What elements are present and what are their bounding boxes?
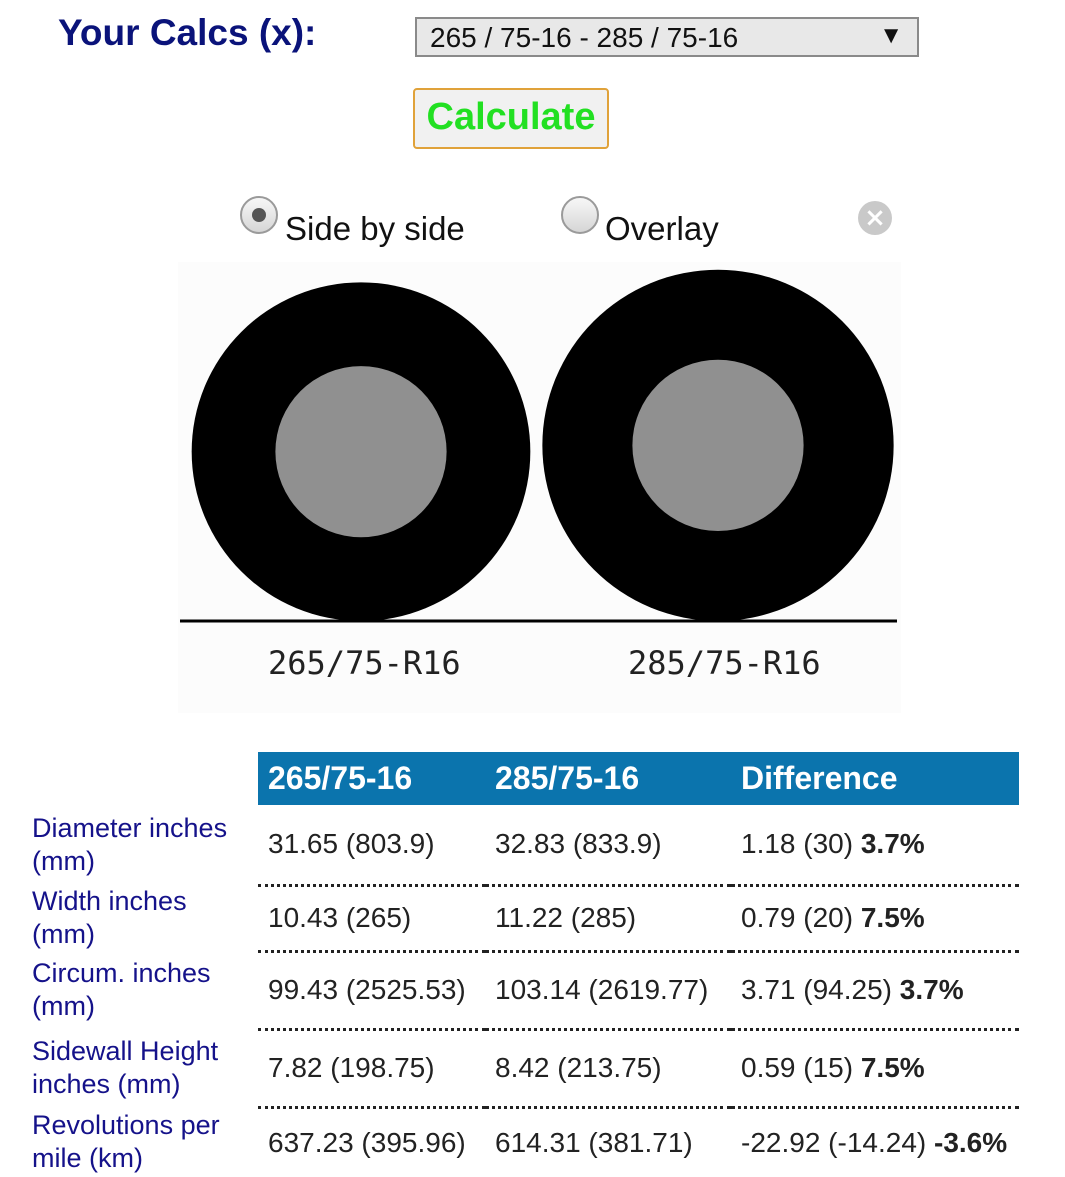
comparison-table: 265/75-16 285/75-16 Difference Diameter … xyxy=(22,752,1019,1177)
header-tire-2: 285/75-16 xyxy=(485,752,731,805)
header-difference: Difference xyxy=(731,752,1019,805)
cell-difference: 0.59 (15) 7.5% xyxy=(731,1029,1019,1109)
tire-2-label: 285/75-R16 xyxy=(628,644,821,682)
difference-percent: 3.7% xyxy=(899,974,964,1005)
table-header-row: 265/75-16 285/75-16 Difference xyxy=(22,752,1019,805)
tire-size-select[interactable]: 265 / 75-16 - 285 / 75-16 ▼ xyxy=(415,17,919,57)
difference-value: 3.71 (94.25) xyxy=(741,974,892,1005)
table-row: Circum. inches (mm) 99.43 (2525.53) 103.… xyxy=(22,951,1019,1031)
side-by-side-radio[interactable] xyxy=(240,196,278,234)
overlay-radio[interactable] xyxy=(561,196,599,234)
cell-tire-2: 103.14 (2619.77) xyxy=(485,951,731,1031)
calculate-button[interactable]: Calculate xyxy=(413,88,609,149)
table-row: Revolutions per mile (km) 637.23 (395.96… xyxy=(22,1107,1019,1177)
cell-difference: 0.79 (20) 7.5% xyxy=(731,885,1019,953)
page-title: Your Calcs (x): xyxy=(58,12,317,53)
difference-percent: 7.5% xyxy=(860,1052,925,1083)
cell-tire-1: 99.43 (2525.53) xyxy=(258,951,485,1031)
cell-tire-2: 614.31 (381.71) xyxy=(495,1126,693,1158)
cell-tire-1: 637.23 (395.96) xyxy=(268,1126,466,1158)
dropdown-arrow-icon: ▼ xyxy=(879,22,903,49)
cell-difference: 1.18 (30) 3.7% xyxy=(731,805,1019,887)
header-blank xyxy=(22,752,258,805)
row-label: Width inches (mm) xyxy=(32,886,187,949)
tire-2-rim xyxy=(632,359,804,531)
close-icon[interactable]: × xyxy=(858,201,892,235)
side-by-side-label: Side by side xyxy=(285,210,465,247)
difference-value: 0.79 (20) xyxy=(741,902,854,933)
difference-percent: -3.6% xyxy=(934,1126,1008,1158)
overlay-label: Overlay xyxy=(605,210,719,247)
table-row: Sidewall Height inches (mm) 7.82 (198.75… xyxy=(22,1029,1019,1109)
row-label: Diameter inches (mm) xyxy=(32,813,228,876)
difference-value: 0.59 (15) xyxy=(741,1052,854,1083)
cell-tire-1: 10.43 (265) xyxy=(258,885,485,953)
difference-value: 1.18 (30) xyxy=(741,828,854,860)
header-tire-1: 265/75-16 xyxy=(258,752,485,805)
row-label: Sidewall Height inches (mm) xyxy=(32,1036,219,1099)
tire-1-rim xyxy=(275,366,447,538)
cell-tire-2: 11.22 (285) xyxy=(485,885,731,953)
cell-tire-2: 8.42 (213.75) xyxy=(485,1029,731,1109)
cell-difference: -22.92 (-14.24) -3.6% xyxy=(731,1107,1019,1177)
table-row: Width inches (mm) 10.43 (265) 11.22 (285… xyxy=(22,885,1019,953)
row-label: Revolutions per mile (km) xyxy=(32,1110,220,1173)
cell-tire-1: 31.65 (803.9) xyxy=(258,805,485,887)
cell-tire-2: 32.83 (833.9) xyxy=(485,805,731,887)
cell-tire-1: 7.82 (198.75) xyxy=(258,1029,485,1109)
difference-percent: 3.7% xyxy=(860,828,925,860)
tire-comparison-visual: 265/75-R16 285/75-R16 xyxy=(178,262,901,713)
tire-1-label: 265/75-R16 xyxy=(268,644,461,682)
select-value: 265 / 75-16 - 285 / 75-16 xyxy=(430,22,739,53)
difference-value: -22.92 (-14.24) xyxy=(741,1126,927,1158)
cell-difference: 3.71 (94.25) 3.7% xyxy=(731,951,1019,1031)
tire-diagram xyxy=(180,269,897,623)
difference-percent: 7.5% xyxy=(860,902,925,933)
table-row: Diameter inches (mm) 31.65 (803.9) 32.83… xyxy=(22,805,1019,887)
row-label: Circum. inches (mm) xyxy=(32,958,211,1021)
